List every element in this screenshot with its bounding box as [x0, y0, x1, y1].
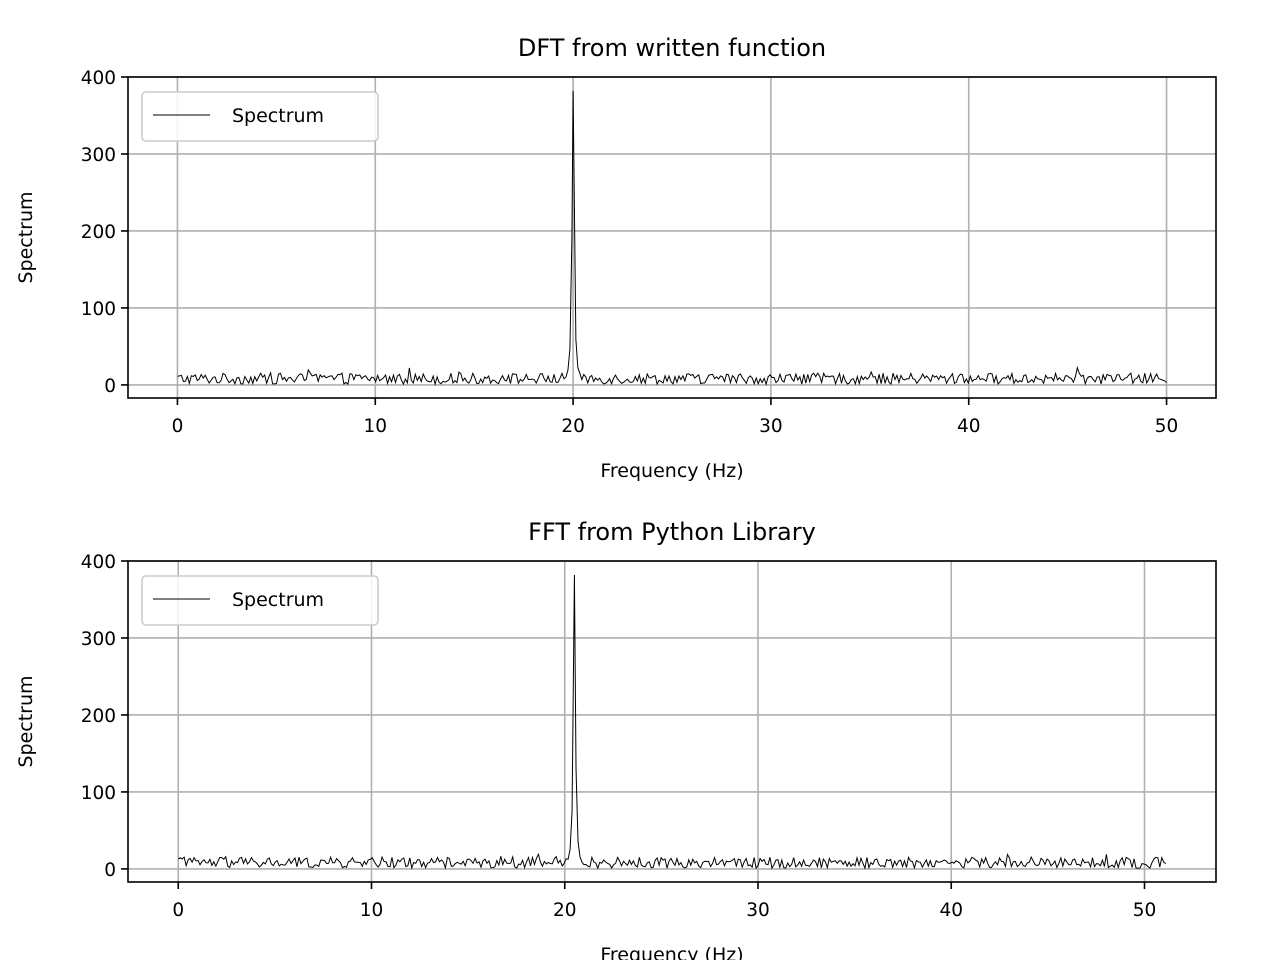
y-tick-label: 100	[81, 783, 116, 804]
chart-title: FFT from Python Library	[528, 518, 816, 546]
x-tick-label: 20	[553, 900, 577, 921]
x-axis-label: Frequency (Hz)	[600, 944, 743, 960]
y-tick-label: 0	[104, 860, 116, 881]
legend-box	[141, 575, 379, 626]
x-tick-label: 30	[746, 900, 770, 921]
series-line-spectrum	[178, 574, 1167, 870]
legend-box	[141, 91, 379, 142]
legend-label: Spectrum	[232, 105, 324, 127]
x-tick-label: 50	[1133, 900, 1157, 921]
x-tick-label: 30	[759, 416, 783, 437]
legend: Spectrum	[141, 575, 379, 626]
subplot-1: 0 10 20 30 40 50 0 100 200 300 400 DFT from written…	[15, 34, 1217, 482]
y-tick-label: 400	[81, 68, 116, 89]
subplot-2: 0 10 20 30 40 50 0 100 200 300 400 FFT from Python …	[15, 518, 1217, 960]
y-tick-label: 100	[81, 299, 116, 320]
x-tick-label: 0	[172, 416, 184, 437]
x-tick-label: 40	[957, 416, 981, 437]
y-tick-label: 200	[81, 706, 116, 727]
y-tick-label: 300	[81, 629, 116, 650]
y-axis-label: Spectrum	[15, 191, 37, 283]
x-tick-label: 10	[360, 900, 384, 921]
x-axis-label: Frequency (Hz)	[600, 460, 743, 482]
axes-frame	[127, 560, 1217, 883]
y-tick-label: 300	[81, 145, 116, 166]
legend: Spectrum	[141, 91, 379, 142]
x-tick-label: 0	[172, 900, 184, 921]
x-tick-label: 20	[561, 416, 585, 437]
legend-label: Spectrum	[232, 589, 324, 611]
chart-title: DFT from written function	[518, 34, 826, 62]
y-axis-label: Spectrum	[15, 675, 37, 767]
y-tick-label: 400	[81, 552, 116, 573]
axes-frame	[127, 76, 1217, 399]
x-tick-label: 40	[939, 900, 963, 921]
x-tick-label: 10	[363, 416, 387, 437]
y-tick-label: 0	[104, 376, 116, 397]
y-tick-label: 200	[81, 222, 116, 243]
series-line-spectrum	[177, 90, 1167, 387]
x-tick-label: 50	[1155, 416, 1179, 437]
